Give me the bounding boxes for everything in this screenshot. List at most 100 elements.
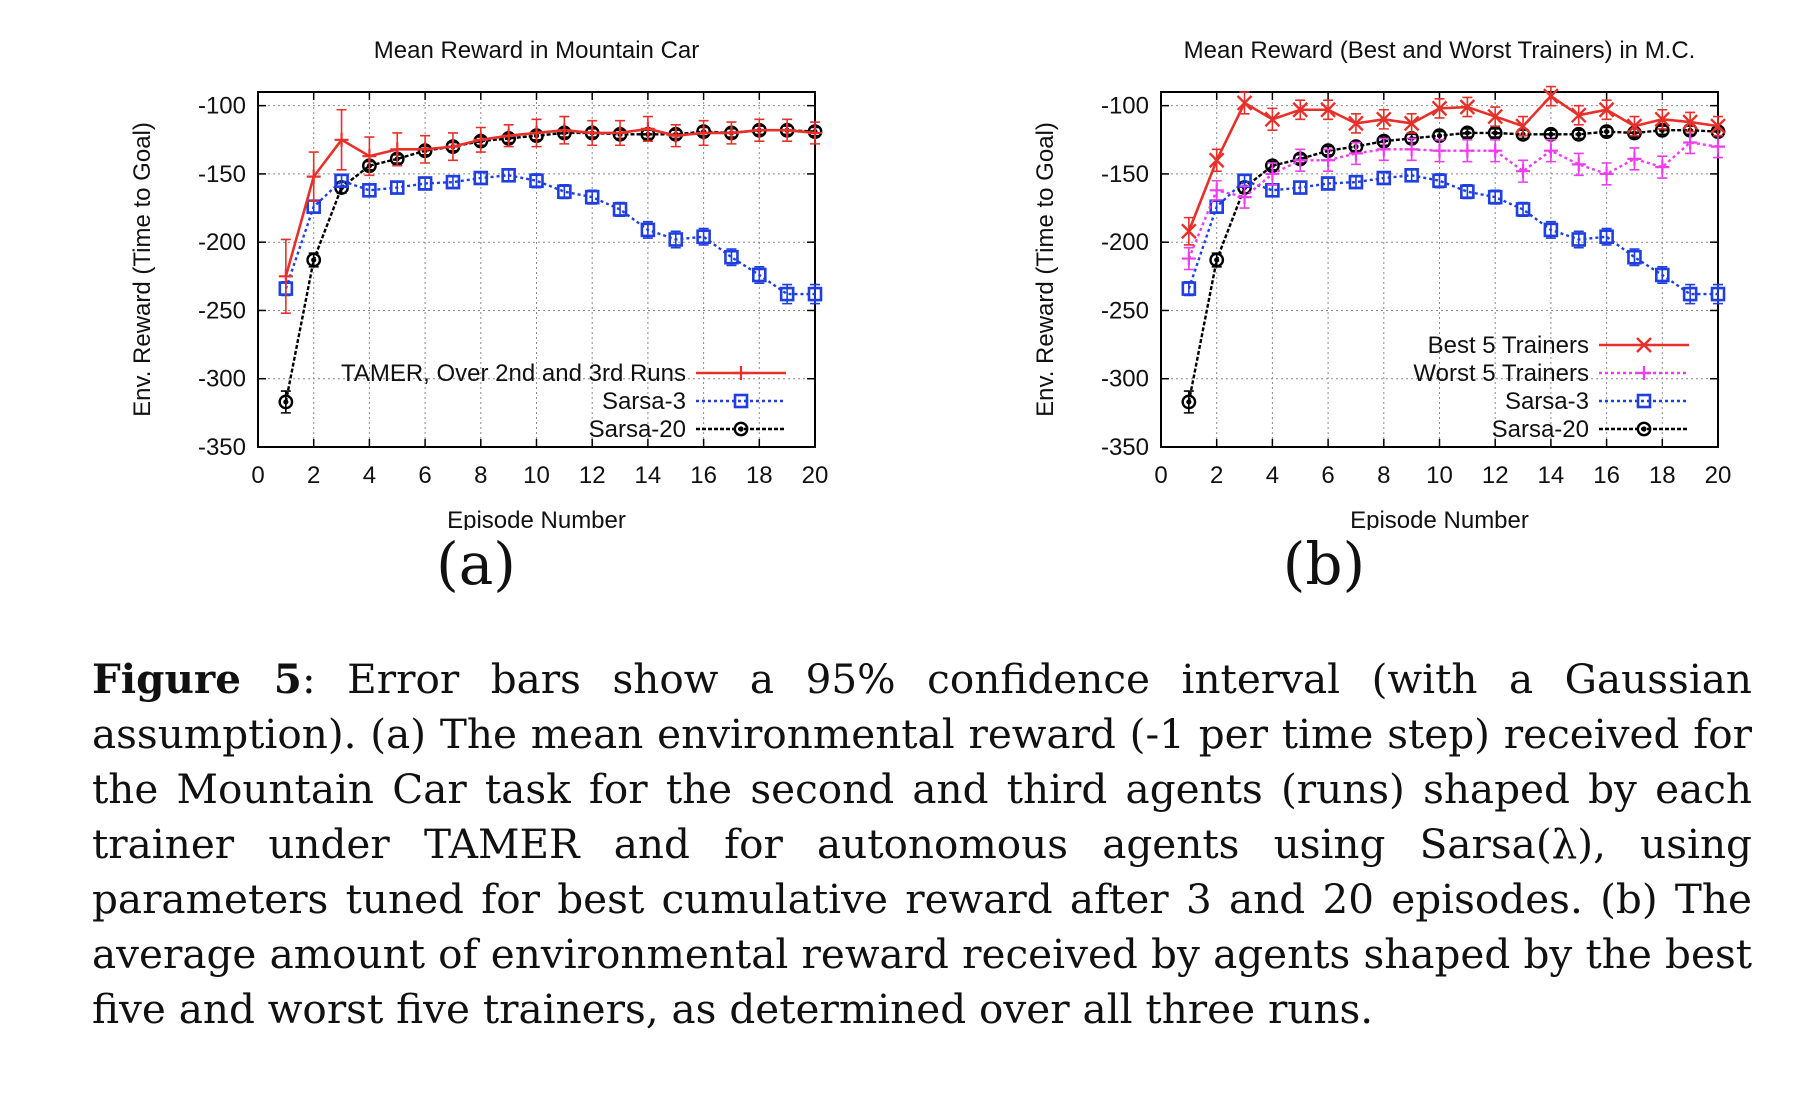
data-point	[1682, 286, 1698, 302]
data-point	[1571, 126, 1587, 142]
x-tick-label: 14	[1538, 462, 1565, 489]
data-point	[1655, 160, 1670, 175]
data-point	[445, 139, 460, 154]
x-tick-label: 4	[363, 462, 376, 489]
data-point	[445, 174, 461, 190]
data-point	[612, 202, 628, 217]
x-tick-label: 12	[1482, 462, 1509, 489]
data-point	[1683, 135, 1698, 150]
data-point	[724, 249, 739, 265]
legend-label: TAMER, Over 2nd and 3rd Runs	[341, 360, 686, 387]
data-point	[584, 189, 600, 205]
data-point	[1571, 157, 1586, 172]
data-point	[1710, 118, 1726, 134]
data-point	[557, 123, 572, 138]
legend-marker	[733, 421, 749, 437]
error-bar	[392, 181, 403, 194]
x-tick-label: 6	[418, 462, 431, 489]
x-tick-label: 20	[1705, 462, 1732, 489]
legend-label: Worst 5 Trainers	[1413, 360, 1589, 387]
data-point	[306, 252, 322, 268]
series-sarsa-3	[278, 167, 823, 305]
legend-label: Sarsa-3	[1505, 388, 1589, 415]
legend-marker	[1636, 393, 1652, 409]
data-point	[1181, 281, 1197, 296]
data-point	[334, 173, 349, 189]
data-point-dot	[311, 257, 317, 263]
legend-marker	[1636, 421, 1652, 437]
series-tamer-over-2nd-and-3rd-runs	[278, 108, 822, 314]
data-point	[1654, 111, 1671, 128]
data-point	[1543, 143, 1558, 158]
data-point	[1237, 190, 1252, 205]
data-point	[1543, 222, 1559, 238]
series-line	[1187, 94, 1719, 232]
data-point-dot	[1464, 130, 1470, 136]
data-point	[640, 222, 656, 238]
figure-caption: Figure 5: Error bars show a 95% confiden…	[92, 652, 1752, 1037]
x-tick-label: 8	[474, 462, 487, 489]
axes: 0 2 4 6 8 10 12 14 16 18 20 -100 -150 -200 -250 -300 -35…	[198, 92, 828, 489]
data-point	[1460, 143, 1475, 158]
data-point	[1710, 286, 1726, 302]
legend-marker	[733, 393, 749, 409]
data-point	[473, 132, 488, 147]
data-point-dot	[1186, 399, 1192, 405]
data-point	[779, 286, 795, 302]
data-point-dot	[1436, 133, 1443, 139]
y-tick-label: -100	[198, 93, 246, 120]
x-tick-label: 10	[1426, 462, 1453, 489]
data-point	[1570, 107, 1587, 124]
chart-a: Mean Reward in Mountain Car 0 2 4 6 8 10 12 14 16…	[0, 0, 903, 535]
y-tick-label: -300	[198, 366, 246, 393]
data-point	[1403, 115, 1420, 132]
data-point	[529, 173, 544, 189]
x-tick-label: 6	[1321, 462, 1334, 489]
data-point-dot	[1214, 257, 1220, 263]
data-point	[529, 125, 544, 140]
series-line	[1187, 129, 1719, 403]
caption-text-1: : Error bars show a 95% confidence inter…	[92, 655, 1753, 868]
data-point	[1236, 95, 1253, 111]
data-point	[1404, 167, 1419, 183]
series-best-5-trainers	[1181, 85, 1726, 246]
x-tick-label: 10	[523, 462, 550, 489]
data-point	[1375, 111, 1392, 128]
legend-marker	[734, 366, 748, 380]
data-point	[1431, 100, 1448, 117]
y-tick-label: -200	[1101, 229, 1149, 256]
data-point	[1209, 252, 1225, 268]
data-point	[613, 125, 628, 140]
x-tick-label: 20	[802, 462, 829, 489]
data-point	[1654, 267, 1670, 283]
data-point	[1292, 101, 1309, 118]
x-tick-label: 16	[1593, 462, 1620, 489]
data-point	[1264, 111, 1281, 128]
y-tick-label: -150	[198, 161, 246, 188]
data-point	[696, 125, 711, 140]
data-point	[1488, 143, 1503, 158]
data-point	[1516, 164, 1531, 179]
y-axis-label: Env. Reward (Time to Goal)	[129, 122, 156, 417]
data-point	[808, 125, 822, 140]
data-point	[557, 184, 572, 199]
x-tick-label: 18	[746, 462, 773, 489]
data-point	[585, 125, 600, 140]
data-point	[724, 125, 739, 140]
data-point	[501, 167, 516, 183]
data-point	[807, 286, 823, 302]
chart-b-svg: Mean Reward (Best and Worst Trainers) in…	[1032, 37, 1731, 534]
chart-b: Mean Reward (Best and Worst Trainers) in…	[903, 0, 1806, 535]
data-point	[390, 142, 405, 157]
data-point	[1293, 153, 1308, 168]
data-point	[668, 232, 684, 247]
x-tick-label: 2	[307, 462, 320, 489]
y-tick-label: -100	[1101, 93, 1149, 120]
axes: 0 2 4 6 8 10 12 14 16 18 20 -100 -150 -200 -250 -300 -35…	[1101, 92, 1731, 489]
data-point	[668, 128, 683, 143]
data-point	[418, 142, 433, 157]
legend-marker-dot	[738, 426, 744, 432]
data-point-dot	[1604, 128, 1610, 135]
data-point	[1627, 151, 1642, 166]
